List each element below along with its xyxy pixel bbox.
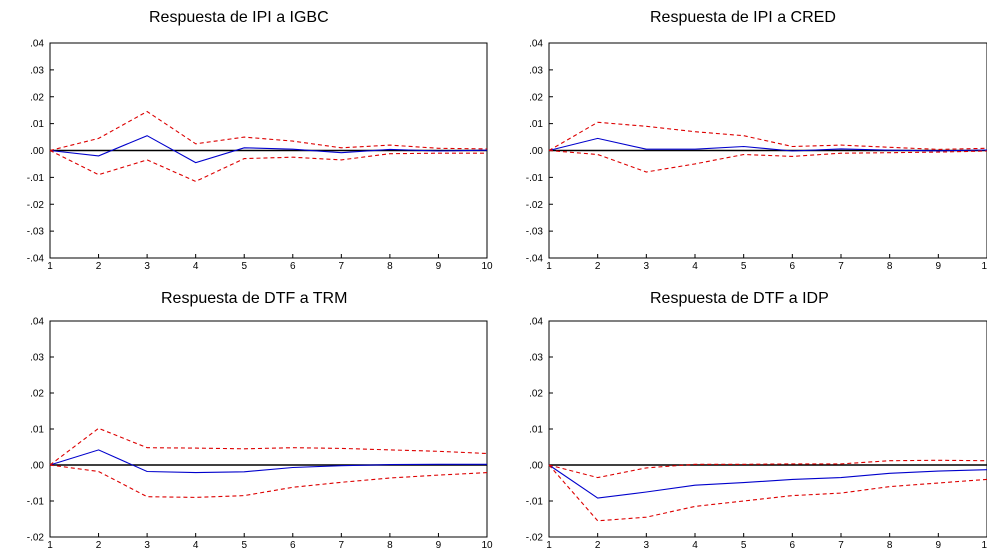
y-tick-label: .02 (529, 389, 543, 400)
x-tick-label: 5 (741, 540, 747, 551)
y-tick-label: .01 (529, 425, 543, 436)
x-tick-label: 3 (144, 540, 150, 551)
x-tick-label: 4 (692, 261, 698, 272)
y-tick-label: .03 (529, 65, 543, 76)
x-tick-label: 7 (339, 540, 345, 551)
x-tick-label: 8 (387, 540, 393, 551)
chart-title: Respuesta de IPI a CRED (650, 9, 836, 26)
x-tick-label: 6 (790, 261, 796, 272)
y-tick-label: -.02 (526, 200, 544, 211)
y-tick-label: .00 (529, 461, 543, 472)
y-tick-label: -.02 (526, 533, 544, 544)
impulse-response-line (548, 137, 987, 152)
upper-band-line (548, 121, 987, 151)
x-tick-label: 8 (387, 261, 393, 272)
x-tick-label: 1 (47, 261, 53, 272)
lower-band-line (49, 150, 487, 183)
x-tick-label: 10 (981, 261, 987, 272)
x-tick-label: 2 (595, 540, 601, 551)
y-tick-label: -.01 (526, 173, 544, 184)
x-tick-label: 5 (241, 540, 247, 551)
plot-frame (548, 320, 987, 538)
impulse-response-line (49, 449, 487, 474)
y-tick-label: .04 (30, 39, 44, 50)
x-tick-label: 6 (290, 540, 296, 551)
y-tick-label: .04 (529, 317, 543, 328)
y-tick-label: .00 (529, 146, 543, 157)
x-tick-label: 6 (290, 261, 296, 272)
x-tick-label: 10 (981, 540, 987, 551)
y-tick-label: .04 (30, 317, 44, 328)
y-tick-label: -.02 (27, 200, 45, 211)
y-tick-label: .00 (30, 146, 44, 157)
x-tick-label: 2 (96, 261, 102, 272)
x-tick-label: 2 (96, 540, 102, 551)
chart-title: Respuesta de DTF a TRM (161, 290, 348, 307)
x-tick-label: 7 (838, 540, 844, 551)
x-tick-label: 9 (936, 540, 942, 551)
x-tick-label: 9 (436, 261, 442, 272)
y-tick-label: .02 (529, 92, 543, 103)
y-tick-label: -.03 (27, 227, 45, 238)
x-tick-label: 4 (193, 540, 199, 551)
y-tick-label: -.01 (27, 497, 45, 508)
y-tick-label: .02 (30, 389, 44, 400)
x-tick-label: 3 (144, 261, 150, 272)
x-tick-label: 5 (241, 261, 247, 272)
x-tick-label: 1 (546, 540, 552, 551)
x-tick-label: 8 (887, 540, 893, 551)
x-tick-label: 3 (644, 261, 650, 272)
x-tick-label: 7 (838, 261, 844, 272)
y-tick-label: .01 (30, 425, 44, 436)
y-tick-label: .04 (529, 39, 543, 50)
upper-band-line (548, 459, 987, 479)
x-tick-label: 9 (436, 540, 442, 551)
x-tick-label: 1 (546, 261, 552, 272)
chart-title: Respuesta de DTF a IDP (650, 290, 829, 307)
y-tick-label: .00 (30, 461, 44, 472)
x-tick-label: 10 (481, 540, 493, 551)
y-tick-label: .03 (529, 353, 543, 364)
x-tick-label: 4 (193, 261, 199, 272)
impulse-response-line (49, 135, 488, 164)
y-tick-label: .03 (30, 353, 44, 364)
y-tick-label: .02 (30, 92, 44, 103)
x-tick-label: 10 (481, 261, 493, 272)
lower-band-line (49, 464, 488, 498)
y-tick-label: -.01 (526, 497, 544, 508)
y-tick-label: -.03 (526, 227, 544, 238)
y-tick-label: .03 (30, 65, 44, 76)
lower-band-line (548, 464, 987, 522)
y-tick-label: -.01 (27, 173, 45, 184)
impulse-response-line (548, 464, 987, 499)
x-tick-label: 4 (692, 540, 698, 551)
x-tick-label: 7 (339, 261, 345, 272)
chart-title: Respuesta de IPI a IGBC (149, 9, 329, 26)
x-tick-label: 1 (47, 540, 53, 551)
y-tick-label: -.04 (27, 254, 45, 265)
y-tick-label: -.04 (526, 254, 544, 265)
x-tick-label: 2 (595, 261, 601, 272)
x-tick-label: 9 (936, 261, 942, 272)
upper-band-line (49, 427, 488, 466)
y-tick-label: -.02 (27, 533, 45, 544)
y-tick-label: .01 (529, 119, 543, 130)
x-tick-label: 8 (887, 261, 893, 272)
x-tick-label: 3 (644, 540, 650, 551)
x-tick-label: 5 (741, 261, 747, 272)
y-tick-label: .01 (30, 119, 44, 130)
x-tick-label: 6 (790, 540, 796, 551)
upper-band-line (49, 110, 488, 152)
